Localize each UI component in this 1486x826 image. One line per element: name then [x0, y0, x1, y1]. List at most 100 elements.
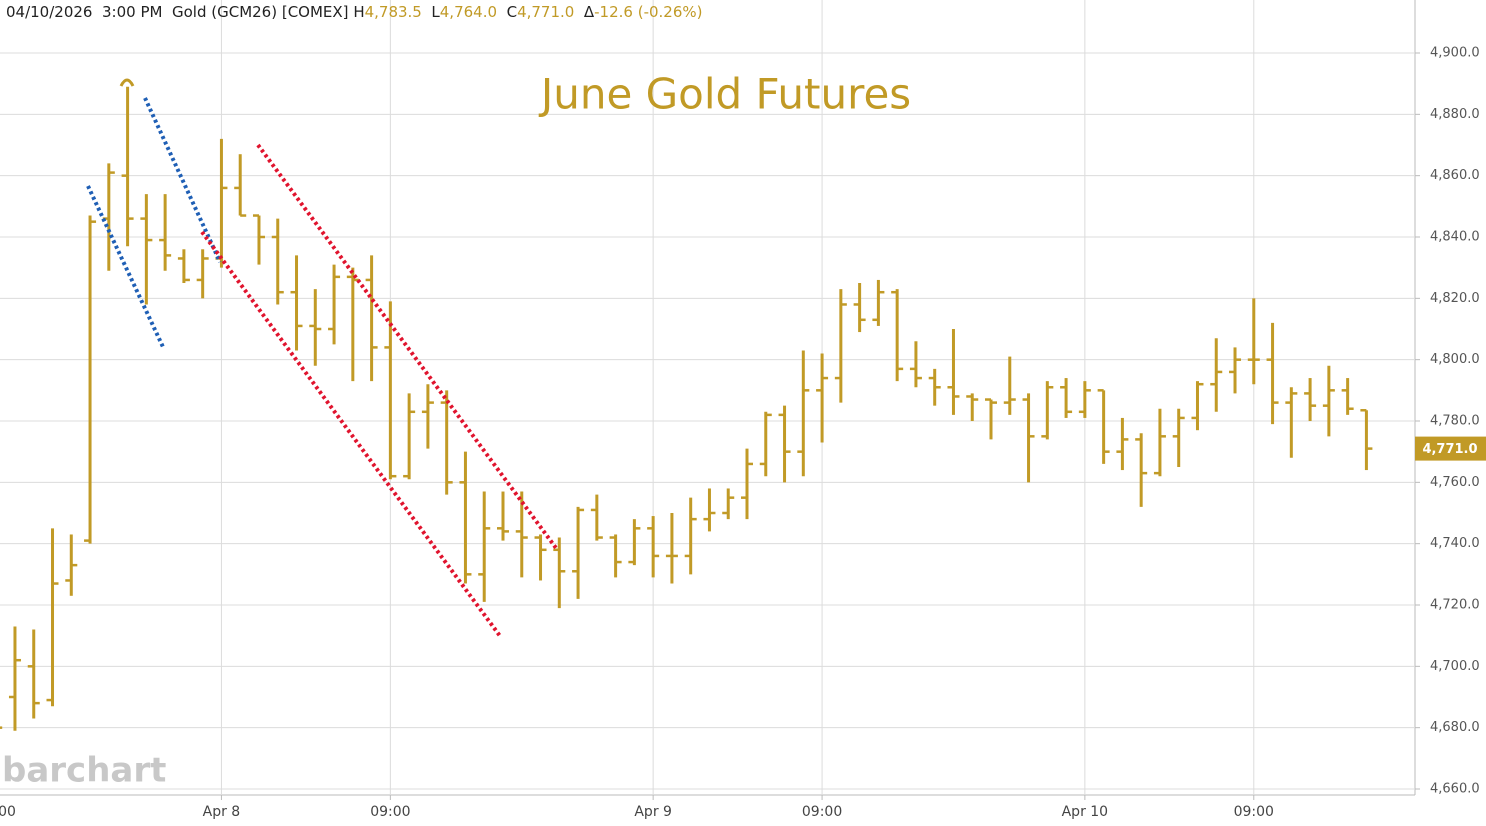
y-tick-label: 4,720.0: [1430, 598, 1480, 613]
trendline: [143, 97, 222, 263]
ohlc-bar: [290, 255, 303, 351]
ohlc-bar: [1191, 381, 1204, 431]
ohlc-bar: [1322, 365, 1335, 437]
field-key: Δ: [583, 3, 595, 21]
ohlc-bar: [816, 353, 829, 443]
ohlc-bar: [215, 138, 228, 268]
ohlc-bar: [572, 506, 585, 599]
field-key: H: [353, 3, 365, 21]
ohlc-bar: [65, 534, 78, 596]
ohlc-bar: [665, 513, 678, 584]
x-tick-label: 09:00: [1234, 804, 1274, 820]
ohlc-bar: [590, 494, 603, 541]
ohlc-bar: [1060, 378, 1073, 418]
ohlc-bar: [1135, 433, 1148, 507]
field-key: L: [431, 3, 440, 21]
y-tick-label: 4,900.0: [1430, 46, 1480, 61]
ohlc-bar: [309, 289, 322, 366]
x-tick-label: Apr 9: [634, 804, 672, 820]
ohlc-bar: [703, 488, 716, 532]
quote-fields: H4,783.5 L4,764.0 C4,771.0 Δ-12.6 (-0.26…: [353, 3, 702, 21]
x-tick-label: 09:00: [370, 804, 410, 820]
ohlc-bar: [1153, 408, 1166, 477]
ohlc-bar: [46, 528, 59, 707]
field-value: 4,771.0: [517, 3, 575, 21]
datetime: 04/10/2026 3:00 PM: [6, 3, 163, 21]
ohlc-bar: [684, 497, 697, 575]
ohlc-bar: [947, 329, 960, 415]
ohlc-bar: [1022, 393, 1035, 483]
x-tick-label: Apr 10: [1062, 804, 1108, 820]
ohlc-bar: [553, 537, 566, 609]
y-tick-label: 4,820.0: [1430, 291, 1480, 306]
ohlc-bar: [384, 301, 397, 480]
trendline: [200, 230, 502, 638]
ohlc-bar: [177, 249, 190, 283]
ohlc-bar: [159, 194, 172, 271]
ohlc-bar: [966, 393, 979, 421]
y-tick-label: 4,860.0: [1430, 168, 1480, 183]
y-tick-label: 4,880.0: [1430, 107, 1480, 122]
y-tick-label: 4,700.0: [1430, 659, 1480, 674]
instrument: Gold (GCM26) [COMEX]: [171, 3, 349, 21]
ohlc-bar: [140, 194, 153, 305]
ohlc-bar: [1041, 381, 1054, 440]
ohlc-bar: [496, 491, 509, 541]
ohlc-bar: [628, 519, 641, 566]
ohlc-bar: [84, 215, 97, 544]
ohlc-bar: [1229, 347, 1242, 394]
ohlc-bar: [722, 488, 735, 520]
ohlc-bar: [909, 341, 922, 388]
ohlc-bar: [1097, 389, 1110, 464]
ohlc-bar: [328, 264, 341, 345]
ohlc-bar: [834, 289, 847, 403]
x-tick-label: 09:00: [802, 804, 842, 820]
grid: [0, 0, 1415, 795]
ohlc-bar: [102, 163, 115, 271]
ohlc-bar: [459, 451, 472, 584]
y-tick-label: 4,680.0: [1430, 720, 1480, 735]
ohlc-bar: [778, 405, 791, 483]
last-price-box: [1415, 436, 1486, 461]
field-value: 4,783.5: [364, 3, 422, 21]
field-key: C: [506, 3, 518, 21]
field-value: -12.6 (-0.26%): [594, 3, 703, 21]
ohlc-bar: [1304, 378, 1317, 421]
ohlc-bar: [27, 629, 40, 719]
ohlc-bar: [252, 214, 265, 265]
y-tick-label: 4,740.0: [1430, 536, 1480, 551]
ohlc-bar: [797, 350, 810, 477]
ohlc-bar: [1266, 322, 1279, 425]
trendline: [256, 143, 558, 550]
ohlc-bar: [534, 534, 547, 581]
y-tick-label: 4,660.0: [1430, 782, 1480, 797]
ohlc-bar: [1341, 378, 1354, 415]
trendlines: [86, 97, 558, 638]
y-tick-label: 4,800.0: [1430, 352, 1480, 367]
ohlc-bar: [1285, 387, 1298, 458]
ohlc-bar: [440, 390, 453, 495]
y-tick-label: 4,760.0: [1430, 475, 1480, 490]
ohlc-bar: [365, 255, 378, 382]
ohlc-bar: [121, 86, 134, 247]
ohlc-bar: [515, 491, 528, 578]
ohlc-bar: [985, 398, 998, 440]
ohlc-bar: [234, 154, 247, 217]
ohlc-bar: [1172, 408, 1185, 467]
ohlc-bar: [872, 279, 885, 326]
ohlc-bar: [271, 218, 284, 305]
last-price-label: 4,771.0: [1422, 442, 1477, 457]
x-tick-label: 00: [0, 804, 16, 820]
ohlc-bar: [1247, 298, 1260, 385]
high-marker: [119, 78, 135, 87]
ohlc-bar: [421, 384, 434, 449]
ohlc-bar: [196, 249, 209, 299]
ohlc-bar: [741, 448, 753, 520]
ohlc-bar: [891, 289, 904, 382]
ohlc-bar: [478, 491, 491, 602]
ohlc-bar: [647, 516, 660, 578]
ohlc-bar: [8, 626, 21, 731]
chart-title: June Gold Futures: [538, 70, 911, 119]
ohlc-bar: [1116, 417, 1129, 471]
watermark: barchart: [2, 751, 166, 791]
